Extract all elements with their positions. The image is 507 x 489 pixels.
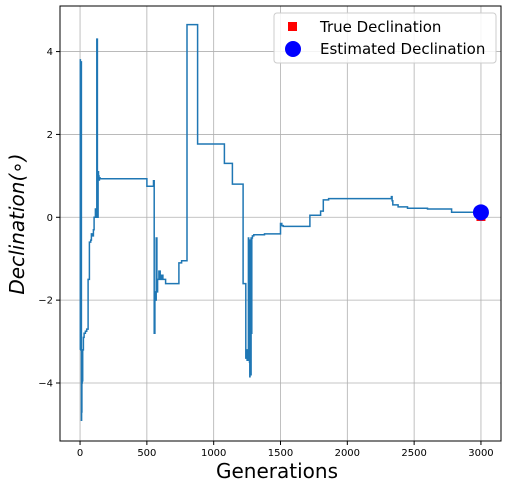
x-tick-label: 0 <box>77 448 83 459</box>
legend-marker-estimated <box>285 41 301 57</box>
y-tick-label: −2 <box>38 296 53 307</box>
legend: True Declination Estimated Declination <box>273 12 497 64</box>
estimated-declination-marker <box>472 204 489 221</box>
y-tick-label: 2 <box>47 130 53 141</box>
declination-series-line <box>79 23 481 422</box>
x-tick-label: 2500 <box>401 448 426 459</box>
legend-label-estimated: Estimated Declination <box>320 40 485 58</box>
x-tick-label: 2000 <box>335 448 360 459</box>
y-axis-label: Declination(∘) <box>5 153 29 294</box>
legend-label-true: True Declination <box>319 18 441 36</box>
x-tick-label: 1500 <box>268 448 293 459</box>
y-axis: −4 −2 0 2 4 <box>38 47 60 390</box>
legend-box <box>273 12 497 64</box>
x-axis: 0 500 1000 1500 2000 2500 3000 <box>77 441 494 459</box>
plot-area <box>79 23 481 422</box>
x-axis-label: Generations <box>216 459 338 483</box>
grid <box>60 6 501 441</box>
legend-marker-true <box>288 22 297 31</box>
y-tick-label: 4 <box>47 47 53 58</box>
x-tick-label: 1000 <box>201 448 226 459</box>
markers <box>472 204 489 221</box>
x-tick-label: 500 <box>137 448 156 459</box>
y-tick-label: 0 <box>47 213 53 224</box>
x-tick-label: 3000 <box>468 448 493 459</box>
y-tick-label: −4 <box>38 379 53 390</box>
